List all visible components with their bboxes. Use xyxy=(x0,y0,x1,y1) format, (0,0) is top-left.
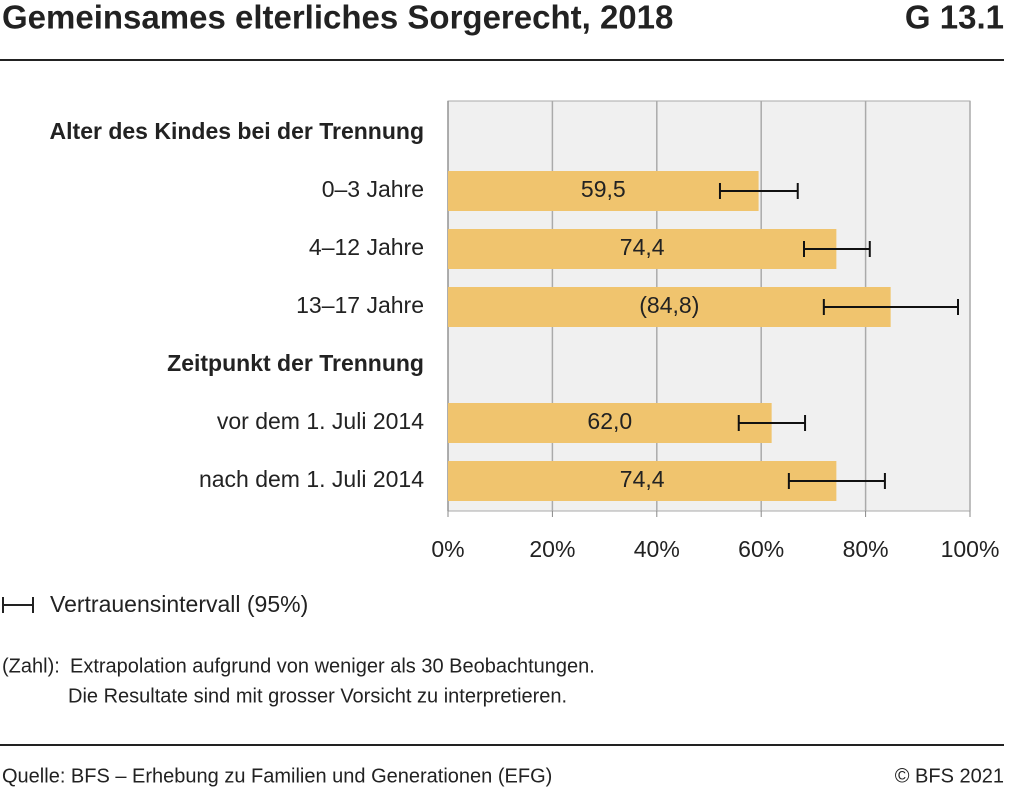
y-tick-label: 13–17 Jahre xyxy=(296,292,424,318)
x-tick-label: 0% xyxy=(431,536,464,562)
note-key: (Zahl): xyxy=(2,655,60,677)
y-tick-label: vor dem 1. Juli 2014 xyxy=(217,408,424,434)
chart-title: Gemeinsames elterliches Sorgerecht, 2018 xyxy=(2,0,673,36)
y-tick-label: nach dem 1. Juli 2014 xyxy=(199,466,424,492)
copyright: © BFS 2021 xyxy=(895,765,1004,787)
note: Die Resultate sind mit grosser Vorsicht … xyxy=(68,685,567,707)
source: Quelle: BFS – Erhebung zu Familien und G… xyxy=(2,765,552,787)
bar xyxy=(448,171,759,211)
x-tick-label: 100% xyxy=(941,536,1000,562)
value-label: 62,0 xyxy=(587,408,632,434)
x-tick-label: 20% xyxy=(529,536,575,562)
bar xyxy=(448,461,837,501)
x-tick-label: 80% xyxy=(843,536,889,562)
y-tick-label: 4–12 Jahre xyxy=(309,234,424,260)
group-header: Alter des Kindes bei der Trennung xyxy=(50,118,424,144)
value-label: 59,5 xyxy=(581,176,626,202)
bar xyxy=(448,287,891,327)
value-label: (84,8) xyxy=(639,292,699,318)
legend: Vertrauensintervall (95%) xyxy=(2,591,308,617)
group-header: Zeitpunkt der Trennung xyxy=(167,350,424,376)
bar xyxy=(448,403,772,443)
y-tick-label: 0–3 Jahre xyxy=(322,176,424,202)
value-label: 74,4 xyxy=(620,234,665,260)
x-tick-label: 60% xyxy=(738,536,784,562)
note: Extrapolation aufgrund von weniger als 3… xyxy=(70,655,595,677)
value-label: 74,4 xyxy=(620,466,665,492)
legend-label: Vertrauensintervall (95%) xyxy=(50,591,308,617)
x-tick-label: 40% xyxy=(634,536,680,562)
figure-id: G 13.1 xyxy=(905,0,1004,36)
bar xyxy=(448,229,837,269)
